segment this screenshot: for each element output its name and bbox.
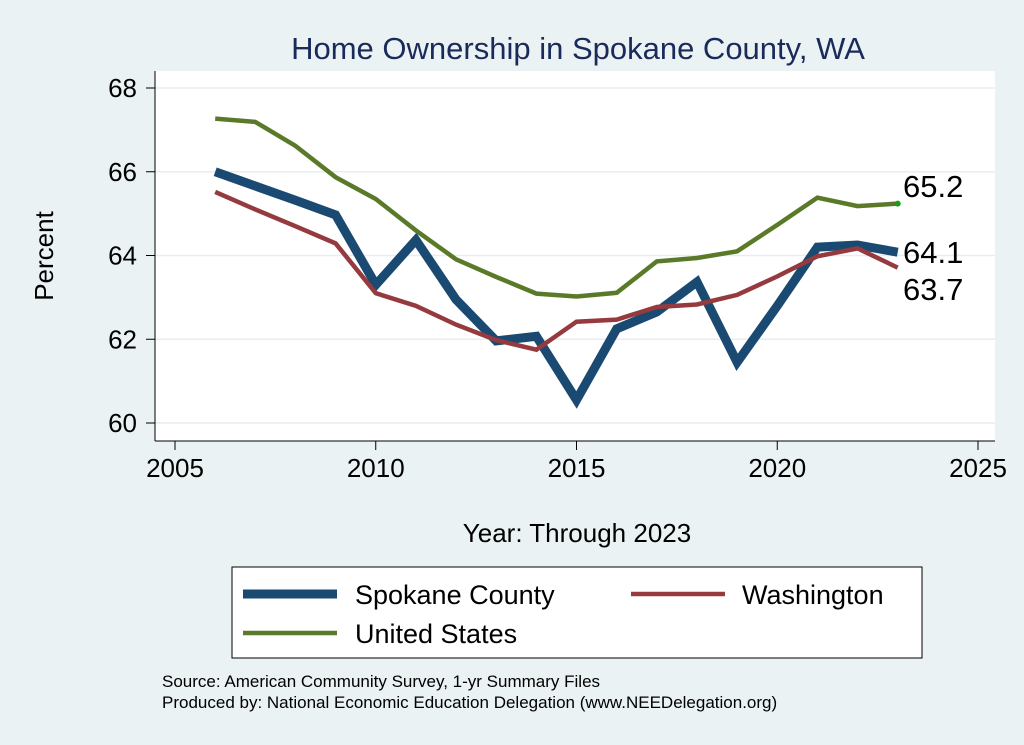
end-label-spokane-county: 64.1 [903,235,963,270]
x-tick-label: 2005 [146,453,204,483]
x-axis-ticks: 2005 2010 2015 2020 2025 [146,441,1007,483]
x-tick-label: 2015 [548,453,606,483]
x-tick-label: 2025 [949,453,1007,483]
legend: Spokane County Washington United States [243,580,884,649]
series-line-washington [214,189,899,353]
gridlines [155,87,995,424]
y-tick-label: 64 [108,241,137,271]
y-axis-title: Percent [29,210,59,300]
series-line-spokane-county [213,167,899,409]
legend-label-spokane-county: Spokane County [355,580,555,610]
chart-title: Home Ownership in Spokane County, WA [291,31,865,66]
x-tick-label: 2020 [748,453,806,483]
end-label-united-states: 65.2 [903,169,963,204]
us-end-point [894,200,901,207]
end-label-washington: 63.7 [903,272,963,307]
y-axis-ticks: 60 62 64 66 68 [108,73,155,438]
series-line-united-states [215,116,898,299]
series-layer [213,116,899,409]
y-tick-label: 60 [108,408,137,438]
producer-note: Produced by: National Economic Education… [162,693,777,712]
x-axis-title: Year: Through 2023 [463,518,691,548]
x-tick-label: 2010 [347,453,405,483]
legend-label-united-states: United States [355,619,517,649]
end-labels: 64.163.7 65.2 [894,169,963,307]
source-note: Source: American Community Survey, 1-yr … [162,672,600,691]
y-tick-label: 66 [108,157,137,187]
y-tick-label: 62 [108,324,137,354]
y-tick-label: 68 [108,73,137,103]
legend-label-washington: Washington [742,580,884,610]
legend-box [231,566,923,659]
